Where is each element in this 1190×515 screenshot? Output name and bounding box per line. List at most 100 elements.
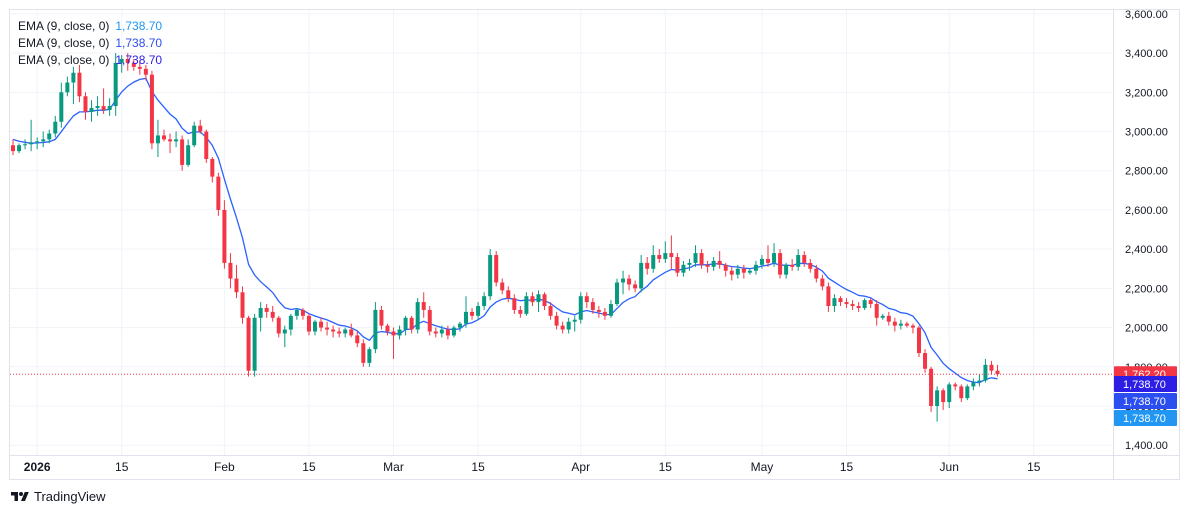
candle-body: [651, 255, 656, 269]
candle-body: [723, 264, 728, 271]
candle-body: [983, 364, 988, 381]
price-tick-label: 3,000.00: [1125, 127, 1168, 139]
price-tag: [1114, 376, 1177, 392]
candle-body: [536, 294, 541, 303]
candle-body: [590, 302, 595, 310]
candle-body: [397, 329, 402, 336]
candle-body: [391, 331, 396, 336]
candle-body: [168, 139, 173, 142]
candle-body: [186, 145, 191, 165]
candle-body: [23, 144, 28, 146]
legend-row-3[interactable]: EMA (9, close, 0) 1,738.70: [18, 52, 162, 69]
candle-body: [542, 294, 547, 307]
candle-body: [246, 317, 251, 371]
candle-body: [627, 278, 632, 285]
candle-body: [790, 264, 795, 267]
candle-body: [566, 321, 571, 330]
candle-body: [379, 309, 384, 326]
candle-body: [904, 323, 909, 326]
candle-body: [143, 68, 148, 75]
candle-body: [457, 323, 462, 328]
legend-row-1[interactable]: EMA (9, close, 0) 1,738.70: [18, 18, 162, 35]
candle-body: [162, 135, 166, 140]
candle-body: [778, 253, 783, 275]
time-tick-label: Mar: [383, 460, 404, 474]
candle-body: [874, 304, 879, 318]
price-tick-label: 2,600.00: [1125, 205, 1168, 217]
candle-body: [669, 253, 674, 258]
time-axis[interactable]: 2026 15 Feb 15 Mar 15 Apr 15 May 15 Jun 15: [24, 460, 1041, 474]
ema-line: [12, 77, 998, 384]
legend-value: 1,738.70: [115, 19, 163, 33]
candle-body: [270, 311, 275, 318]
candle-body: [439, 329, 444, 334]
candle-body: [602, 311, 607, 316]
legend-label: EMA (9, close, 0): [18, 19, 110, 33]
price-tags: 1,762.201,738.701,738.701,738.70: [1114, 366, 1177, 426]
candle-body: [300, 309, 305, 316]
candle-body: [367, 349, 372, 363]
candle-body: [409, 317, 414, 330]
candle-body: [198, 125, 203, 132]
tradingview-logo[interactable]: TradingView: [10, 489, 106, 504]
candle-body: [421, 302, 426, 310]
candle-body: [294, 309, 299, 316]
candle-body: [41, 139, 46, 142]
candle-body: [228, 262, 233, 279]
price-tick-label: 1,400.00: [1125, 440, 1168, 452]
candle-body: [319, 321, 324, 328]
candle-body: [729, 270, 734, 275]
legend-row-2[interactable]: EMA (9, close, 0) 1,738.70: [18, 35, 162, 52]
candle-body: [530, 296, 535, 303]
candle-body: [83, 96, 88, 112]
candle-body: [385, 325, 390, 332]
candle-body: [802, 255, 807, 263]
candle-body: [741, 268, 746, 273]
candle-body: [923, 353, 928, 369]
candle-body: [264, 307, 269, 312]
candle-body: [258, 307, 263, 318]
candle-body: [971, 382, 976, 387]
candle-body: [337, 331, 342, 334]
candle-body: [101, 106, 106, 110]
candle-body: [862, 300, 867, 308]
price-tag-label: 1,738.70: [1123, 413, 1166, 425]
candle-body: [892, 321, 897, 326]
candle-body: [361, 343, 366, 363]
price-tag: [1114, 410, 1177, 426]
legend-label: EMA (9, close, 0): [18, 53, 110, 67]
candle-body: [808, 262, 813, 269]
candle-body: [59, 92, 64, 122]
candle-body: [512, 298, 517, 310]
candle-body: [766, 258, 770, 263]
candle-body: [639, 262, 644, 289]
candle-body: [216, 176, 221, 210]
candle-body: [832, 298, 837, 307]
candle-body: [125, 59, 130, 63]
candle-body: [947, 384, 952, 403]
candle-body: [850, 304, 855, 307]
candle-body: [276, 317, 281, 334]
candle-body: [89, 108, 94, 112]
legend-value: 1,738.70: [115, 53, 163, 67]
legend-value: 1,738.70: [115, 36, 163, 50]
candle-body: [53, 121, 58, 134]
candle-body: [119, 59, 124, 63]
candle-body: [204, 131, 209, 159]
candle-body: [65, 82, 70, 93]
price-tag-label: 1,738.70: [1123, 396, 1166, 408]
candle-body: [633, 284, 638, 289]
candle-body: [898, 323, 903, 326]
candle-body: [240, 292, 245, 318]
candle-body: [17, 145, 22, 152]
candle-body: [137, 66, 142, 69]
candle-body: [415, 302, 420, 330]
candle-body: [488, 255, 493, 297]
candle-body: [433, 331, 438, 334]
candle-body: [192, 125, 197, 146]
time-tick-label: 2026: [24, 460, 51, 474]
candle-body: [331, 329, 336, 332]
time-tick-label: 15: [302, 460, 316, 474]
candle-body: [615, 282, 619, 305]
